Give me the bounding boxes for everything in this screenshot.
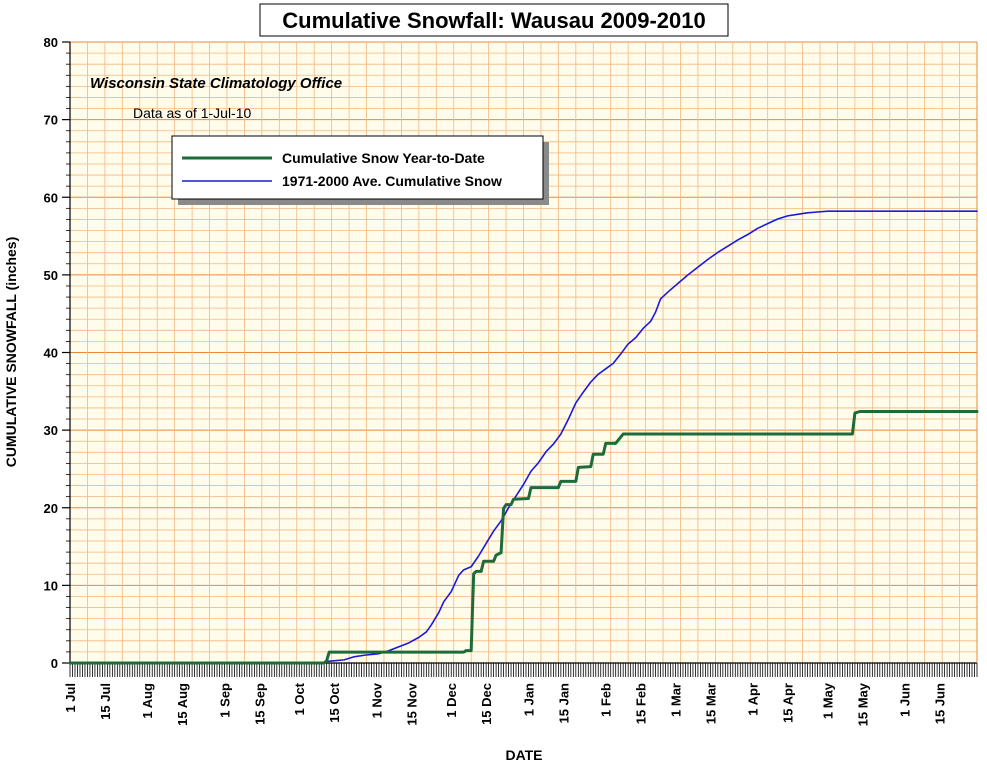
series-line-ytd (68, 410, 979, 665)
x-tick-label: 15 Jul (98, 683, 113, 720)
x-tick-label: 1 Oct (292, 682, 307, 715)
x-tick-label: 15 May (855, 682, 870, 726)
series-line-average (69, 210, 978, 664)
x-tick-label: 1 Sep (217, 683, 232, 718)
x-tick-label: 1 Apr (746, 683, 761, 716)
x-tick-label: 1 Mar (668, 683, 683, 717)
legend-label-avg: 1971-2000 Ave. Cumulative Snow (282, 173, 502, 189)
legend-box (171, 135, 544, 200)
x-tick-label: 1 Jan (521, 683, 536, 716)
x-tick-label: 15 Feb (634, 683, 649, 724)
x-tick-label: 15 Apr (781, 683, 796, 723)
x-tick-label: 15 Oct (327, 682, 342, 722)
y-tick-label: 70 (44, 113, 58, 128)
series-group (68, 210, 979, 665)
y-tick-label: 30 (44, 423, 58, 438)
x-tick-label: 1 Nov (369, 682, 384, 718)
y-tick-label: 60 (44, 190, 58, 205)
legend-label-ytd: Cumulative Snow Year-to-Date (282, 150, 485, 166)
chart-subtitle: Wisconsin State Climatology Office (90, 75, 342, 92)
chart-note: Data as of 1-Jul-10 (133, 105, 251, 121)
y-tick-label: 10 (44, 578, 58, 593)
x-tick-label: 15 Jun (933, 683, 948, 724)
chart-title: Cumulative Snowfall: Wausau 2009-2010 (282, 8, 705, 33)
x-tick-label: 1 Jun (898, 683, 913, 717)
x-tick-label: 15 Nov (404, 682, 419, 725)
y-tick-label: 40 (44, 346, 58, 361)
x-axis-label: DATE (505, 747, 542, 763)
y-tick-label: 80 (44, 35, 58, 50)
x-axis-ticks: 1 Jul 15 Jul 1 Aug 15 Aug 1 Sep 15 Sep 1 Oct 15… (63, 663, 978, 726)
x-tick-label: 1 Aug (140, 683, 155, 719)
y-axis-label: CUMULATIVE SNOWFALL (inches) (3, 237, 19, 467)
y-tick-label: 50 (44, 268, 58, 283)
y-tick-label: 0 (51, 656, 58, 671)
chart-title-box: Cumulative Snowfall: Wausau 2009-2010 (259, 3, 729, 37)
x-tick-label: 1 Feb (599, 683, 614, 717)
y-tick-label: 20 (44, 501, 58, 516)
x-tick-label: 15 Dec (479, 683, 494, 725)
x-tick-label: 15 Jan (556, 683, 571, 724)
chart-title-border (259, 3, 729, 37)
x-tick-label: 15 Mar (703, 683, 718, 724)
x-tick-label: 1 May (820, 682, 835, 719)
y-axis-ticks: 0 10 20 30 40 50 60 70 80 (44, 35, 70, 671)
x-tick-label: 1 Dec (444, 683, 459, 718)
x-tick-label: 1 Jul (63, 683, 78, 713)
x-tick-label: 15 Aug (175, 683, 190, 726)
legend: Cumulative Snow Year-to-Date 1971-2000 A… (171, 135, 549, 205)
x-tick-label: 15 Sep (252, 683, 267, 725)
